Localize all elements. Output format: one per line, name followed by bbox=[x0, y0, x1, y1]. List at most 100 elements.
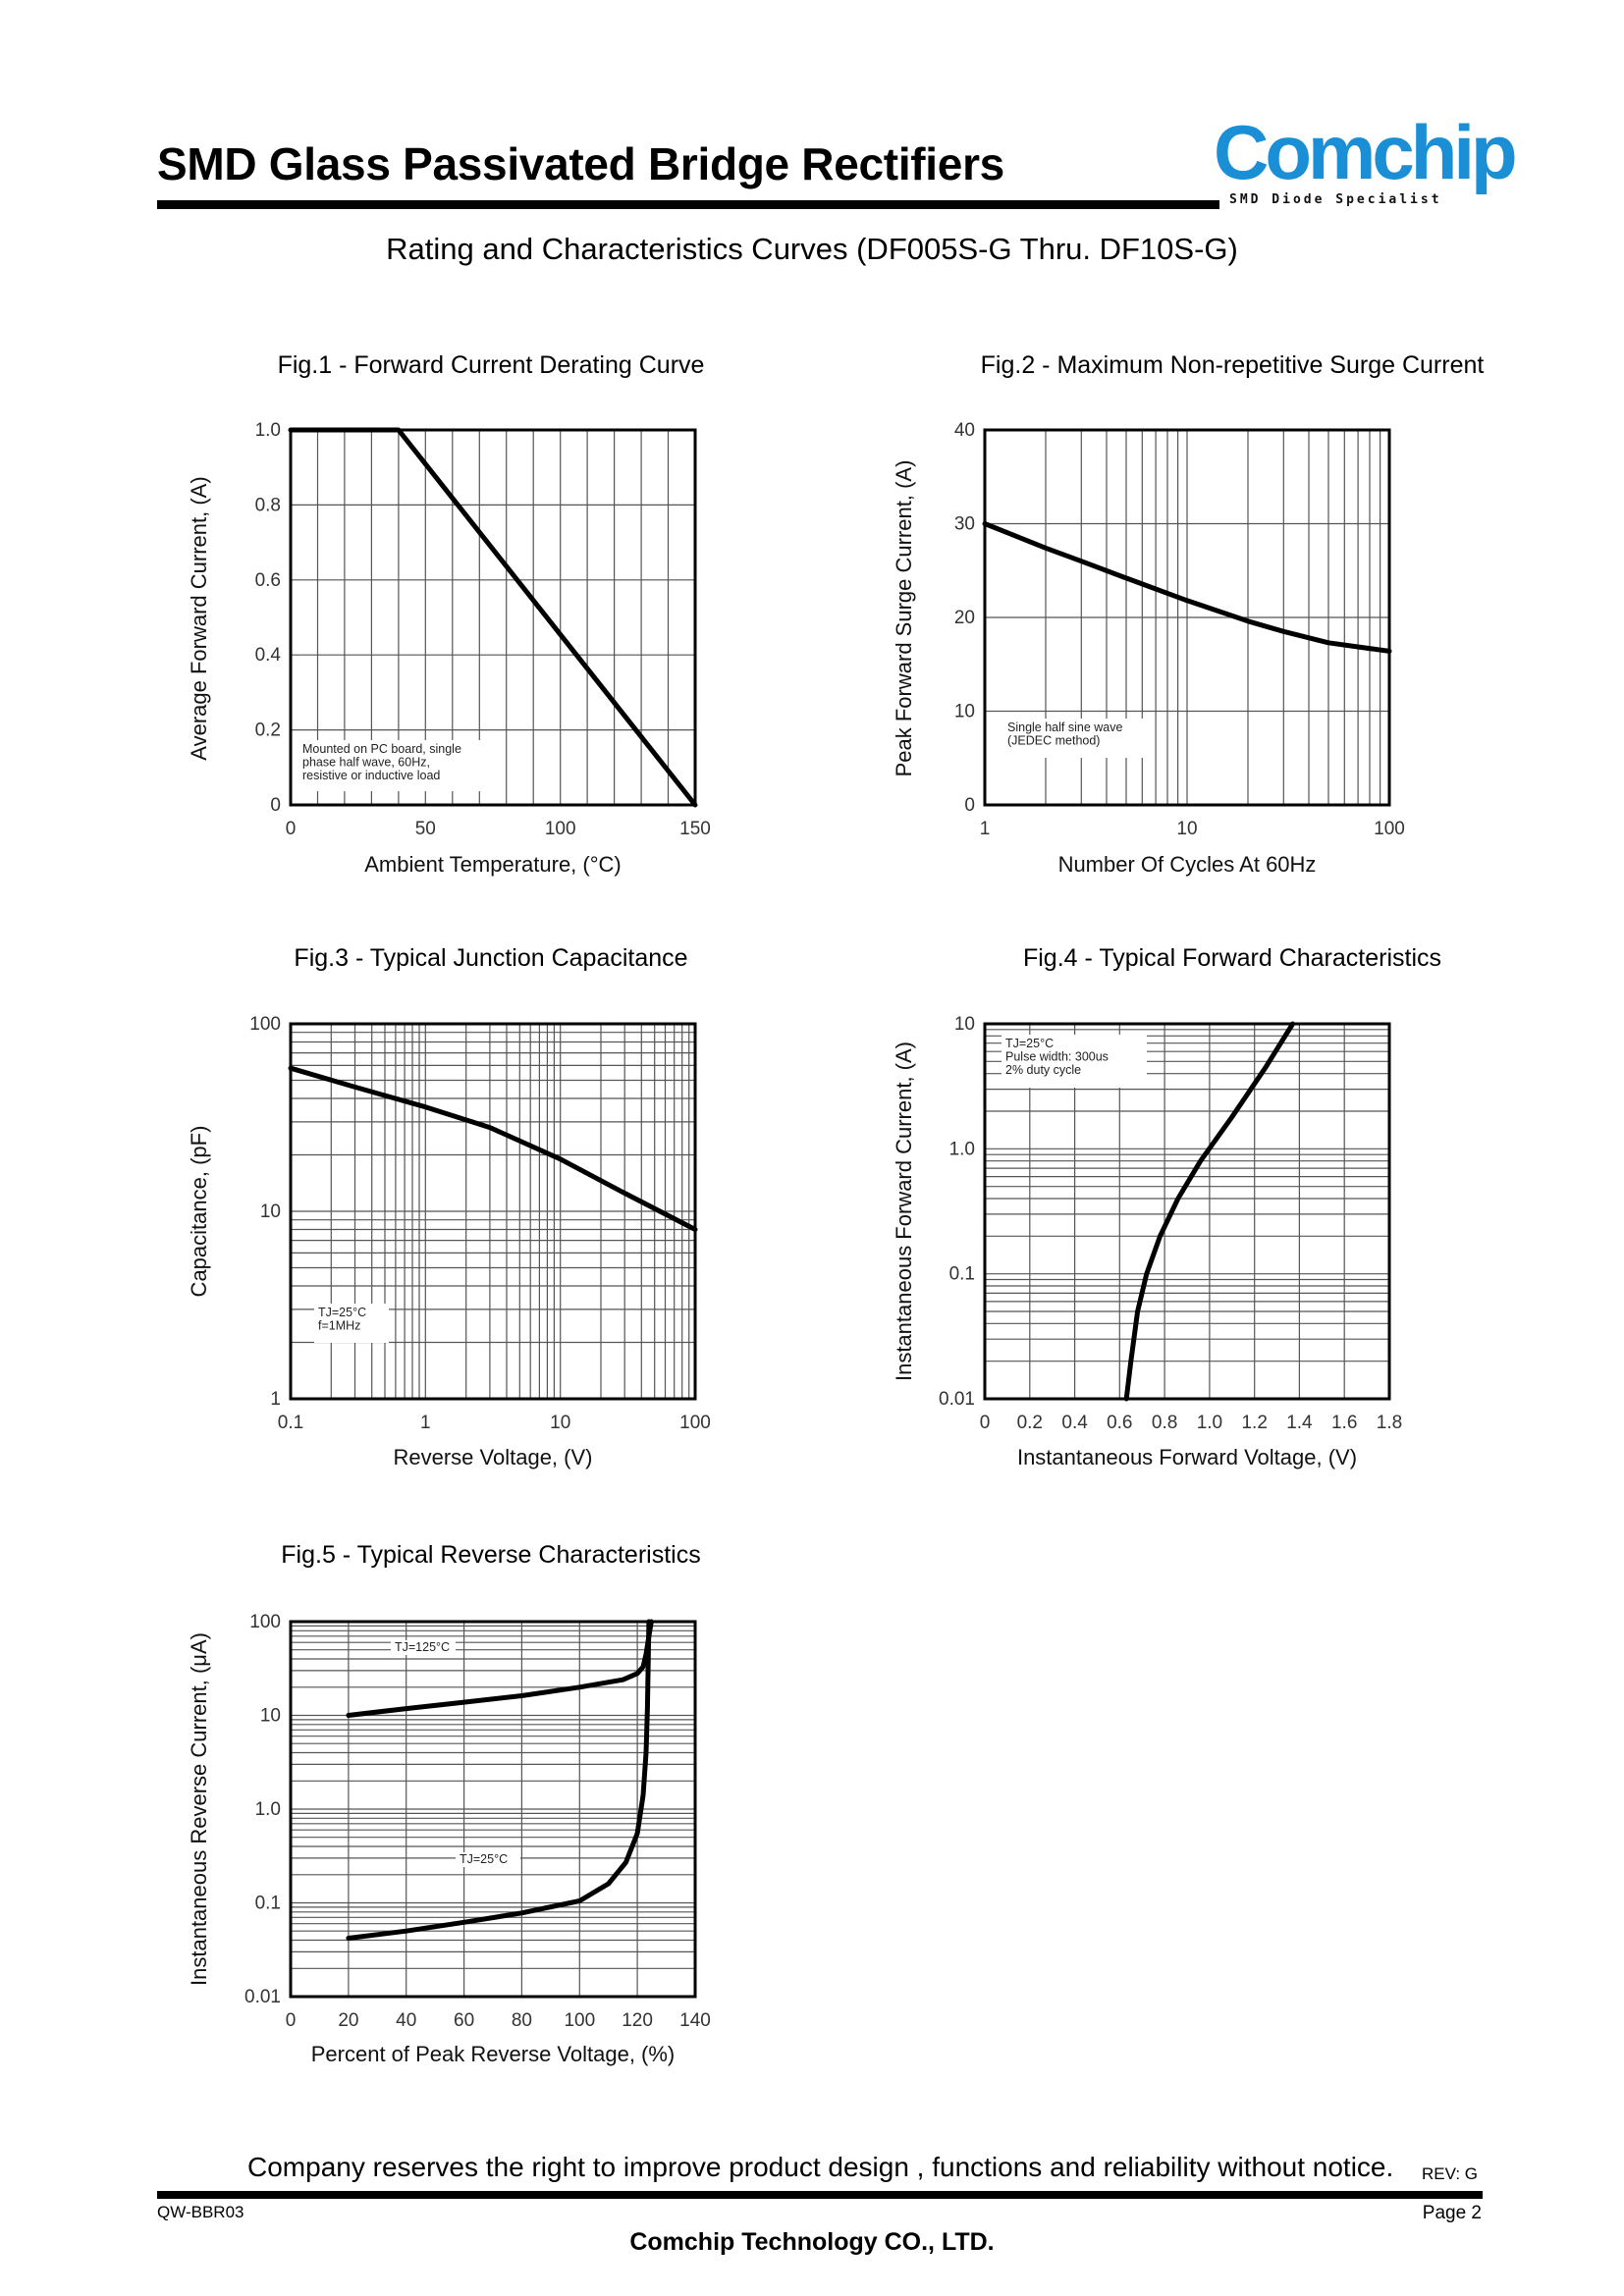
fig5-y-tick-label: 10 bbox=[260, 1706, 281, 1727]
fig5-x-axis-label: Percent of Peak Reverse Voltage, (%) bbox=[311, 2042, 676, 2066]
fig3-plot-frame bbox=[289, 1022, 697, 1401]
fig2-annotation-box bbox=[1003, 719, 1147, 758]
fig2-title: Fig.2 - Maximum Non-repetitive Surge Cur… bbox=[980, 351, 1485, 379]
fig1-annotation-line: phase half wave, 60Hz, bbox=[302, 756, 430, 770]
fig1-annotation-box bbox=[298, 740, 491, 791]
fig1-x-tick-label: 100 bbox=[545, 819, 576, 839]
fig2-x-tick-label: 1 bbox=[980, 819, 991, 839]
fig3-y-tick-label: 10 bbox=[260, 1201, 281, 1222]
fig4-annotation-box bbox=[1001, 1035, 1147, 1088]
footer-rule bbox=[157, 2191, 1483, 2199]
fig2-y-axis-label: Peak Forward Surge Current, (A) bbox=[892, 460, 916, 777]
fig4-x-tick-label: 1.0 bbox=[1197, 1413, 1222, 1433]
fig1-y-tick-label: 0.4 bbox=[255, 645, 282, 666]
comchip-logo: Comchip SMD Diode Specialist bbox=[1214, 109, 1518, 212]
fig1-series-1-curve bbox=[288, 427, 698, 808]
fig3-annotation-box bbox=[314, 1304, 389, 1343]
fig5-series-label-bg bbox=[456, 1852, 520, 1867]
logo-wordmark: Comchip bbox=[1214, 109, 1518, 195]
fig4-x-tick-label: 0.2 bbox=[1017, 1413, 1043, 1433]
fig2-annotation-line: Single half sine wave bbox=[1007, 721, 1122, 734]
fig1-x-tick-label: 0 bbox=[286, 819, 297, 839]
fig2-x-axis-label: Number Of Cycles At 60Hz bbox=[1058, 852, 1317, 877]
fig4-x-tick-label: 1.2 bbox=[1241, 1413, 1267, 1433]
document-id: QW-BBR03 bbox=[157, 2203, 244, 2221]
fig2-series-1-curve bbox=[982, 521, 1392, 654]
fig4-x-tick-label: 0 bbox=[980, 1413, 991, 1433]
fig3-y-axis-label: Capacitance, (pF) bbox=[187, 1126, 211, 1298]
fig5-x-tick-label: 40 bbox=[396, 2010, 416, 2031]
fig2-x-tick-label: 100 bbox=[1374, 819, 1405, 839]
fig4-title: Fig.4 - Typical Forward Characteristics bbox=[1022, 944, 1442, 972]
fig1-annotation-line: resistive or inductive load bbox=[302, 769, 440, 782]
fig1-y-axis-label: Average Forward Current, (A) bbox=[187, 476, 211, 760]
fig4-y-axis-label: Instantaneous Forward Current, (A) bbox=[892, 1041, 916, 1381]
fig3-x-tick-label: 0.1 bbox=[278, 1413, 303, 1433]
footer-notice: Company reserves the right to improve pr… bbox=[247, 2152, 1394, 2182]
fig5-x-tick-label: 80 bbox=[512, 2010, 532, 2031]
fig4-annotation-line: TJ=25°C bbox=[1005, 1037, 1054, 1050]
fig1-x-tick-label: 150 bbox=[679, 819, 711, 839]
fig3-x-tick-label: 1 bbox=[420, 1413, 431, 1433]
fig3-annotation-line: f=1MHz bbox=[318, 1319, 360, 1333]
title-rule bbox=[157, 200, 1219, 209]
fig3-title: Fig.3 - Typical Junction Capacitance bbox=[294, 944, 688, 972]
fig5-x-tick-label: 100 bbox=[564, 2010, 595, 2031]
fig3-y-tick-label: 100 bbox=[249, 1014, 281, 1035]
fig4-plot-frame bbox=[983, 1022, 1391, 1401]
fig2-y-tick-label: 40 bbox=[954, 420, 975, 441]
page-title: SMD Glass Passivated Bridge Rectifiers bbox=[157, 138, 1004, 189]
fig4-x-axis-label: Instantaneous Forward Voltage, (V) bbox=[1017, 1445, 1357, 1469]
fig5-title: Fig.5 - Typical Reverse Characteristics bbox=[281, 1541, 701, 1569]
fig2-annotation-line: (JEDEC method) bbox=[1007, 734, 1100, 748]
page-subtitle: Rating and Characteristics Curves (DF005… bbox=[386, 232, 1238, 266]
fig3-x-tick-label: 10 bbox=[550, 1413, 570, 1433]
fig5-x-tick-label: 0 bbox=[286, 2010, 297, 2031]
fig4-x-tick-label: 0.4 bbox=[1061, 1413, 1088, 1433]
fig3-x-axis-label: Reverse Voltage, (V) bbox=[394, 1445, 593, 1469]
fig4-y-tick-label: 0.1 bbox=[949, 1264, 975, 1285]
fig5-series-label: TJ=25°C bbox=[460, 1852, 508, 1866]
fig4-y-tick-label: 1.0 bbox=[949, 1139, 975, 1159]
fig3-chart: TJ=25°Cf=1MHz 0.1 1 10 100 1 10 100 Reverse Volt… bbox=[187, 1014, 711, 1469]
fig5-x-tick-label: 20 bbox=[338, 2010, 358, 2031]
fig1-title: Fig.1 - Forward Current Derating Curve bbox=[277, 351, 705, 379]
fig5-y-axis-label: Instantaneous Reverse Current, (μA) bbox=[187, 1632, 211, 1986]
fig4-annotation-line: Pulse width: 300us bbox=[1005, 1050, 1109, 1064]
fig1-y-tick-label: 1.0 bbox=[255, 420, 281, 441]
fig5-y-tick-label: 100 bbox=[249, 1612, 281, 1632]
fig2-chart: Single half sine wave(JEDEC method) 1 10 10… bbox=[892, 420, 1405, 877]
fig3-x-tick-label: 100 bbox=[679, 1413, 711, 1433]
fig1-y-tick-label: 0.6 bbox=[255, 570, 281, 591]
fig4-x-tick-label: 1.4 bbox=[1286, 1413, 1313, 1433]
fig4-y-tick-label: 10 bbox=[954, 1014, 975, 1035]
fig4-x-tick-label: 1.8 bbox=[1377, 1413, 1402, 1433]
fig4-x-tick-label: 0.6 bbox=[1107, 1413, 1132, 1433]
fig3-series-1-curve bbox=[288, 1065, 698, 1232]
company-name: Comchip Technology CO., LTD. bbox=[629, 2228, 995, 2256]
fig2-y-tick-label: 10 bbox=[954, 702, 975, 722]
fig1-y-tick-label: 0.2 bbox=[255, 721, 281, 741]
fig2-y-tick-label: 30 bbox=[954, 514, 975, 535]
fig5-x-tick-label: 140 bbox=[679, 2010, 711, 2031]
fig5-plot-frame bbox=[289, 1620, 697, 1999]
fig2-y-tick-label: 0 bbox=[964, 795, 975, 816]
fig2-y-tick-label: 20 bbox=[954, 608, 975, 628]
fig5-y-tick-label: 0.1 bbox=[255, 1894, 281, 1914]
fig5-y-tick-label: 1.0 bbox=[255, 1799, 281, 1820]
page-number: Page 2 bbox=[1422, 2203, 1482, 2223]
fig5-series-label: TJ=125°C bbox=[395, 1640, 450, 1654]
fig5-series-label-bg bbox=[391, 1640, 456, 1655]
fig4-series-1-curve bbox=[1123, 1021, 1296, 1402]
fig1-annotation-line: Mounted on PC board, single bbox=[302, 742, 461, 756]
revision-label: REV: G bbox=[1422, 2164, 1478, 2183]
fig5-x-tick-label: 120 bbox=[622, 2010, 653, 2031]
fig4-y-tick-label: 0.01 bbox=[939, 1389, 975, 1410]
fig3-annotation-line: TJ=25°C bbox=[318, 1306, 366, 1319]
fig4-x-tick-label: 0.8 bbox=[1152, 1413, 1177, 1433]
fig4-x-tick-label: 1.6 bbox=[1331, 1413, 1357, 1433]
logo-tagline: SMD Diode Specialist bbox=[1229, 192, 1442, 207]
